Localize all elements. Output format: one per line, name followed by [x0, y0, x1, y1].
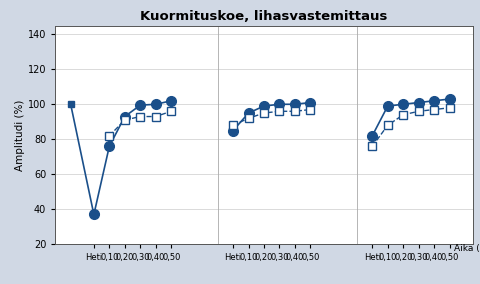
Y-axis label: Amplitudi (%): Amplitudi (%): [15, 99, 25, 171]
Text: Aika (s): Aika (s): [454, 244, 480, 253]
Title: Kuormituskoe, lihasvastemittaus: Kuormituskoe, lihasvastemittaus: [140, 10, 388, 23]
